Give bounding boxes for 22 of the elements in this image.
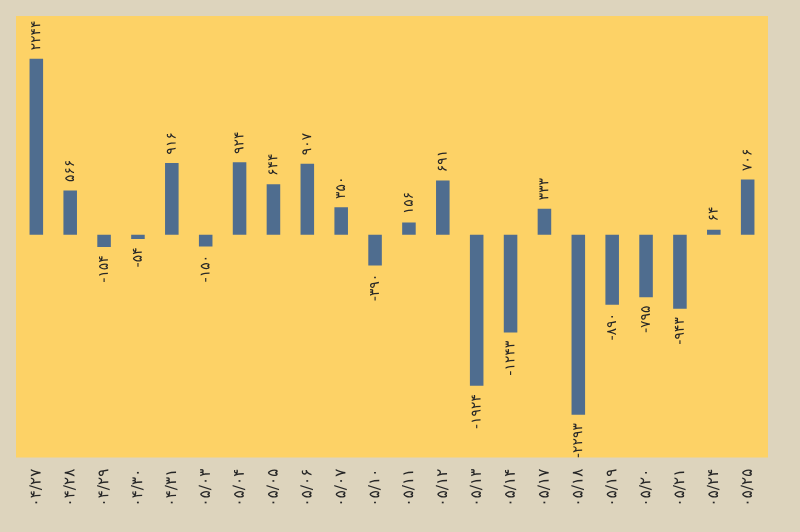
bar <box>402 222 416 235</box>
bar <box>469 234 484 386</box>
bar <box>571 234 586 415</box>
bar <box>537 208 552 235</box>
bar <box>165 162 179 235</box>
bar <box>232 162 247 235</box>
bar <box>334 207 348 235</box>
bar <box>29 58 44 235</box>
bar <box>503 234 518 333</box>
bar <box>740 179 755 235</box>
bar <box>436 180 450 235</box>
bar <box>266 184 281 235</box>
bar <box>368 234 382 266</box>
bar <box>605 234 619 305</box>
bar <box>639 234 653 298</box>
bar <box>131 234 145 240</box>
bar <box>300 163 315 235</box>
bar <box>63 190 77 235</box>
bar <box>673 234 687 309</box>
bar <box>707 229 721 235</box>
bar <box>97 234 111 247</box>
bar <box>198 234 213 247</box>
